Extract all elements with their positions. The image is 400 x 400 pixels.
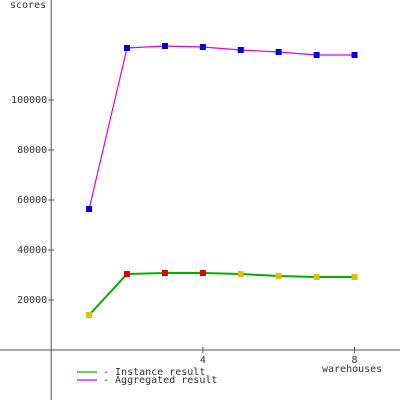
x-tick-label: 8 xyxy=(351,355,357,366)
y-tick-label: 100000 xyxy=(11,95,47,106)
point-marker xyxy=(351,52,358,58)
point-marker xyxy=(161,270,168,276)
point-marker xyxy=(86,312,93,318)
point-marker xyxy=(275,273,282,279)
legend-label: - Aggregated result xyxy=(103,375,217,386)
point-marker xyxy=(275,49,282,55)
point-marker xyxy=(124,45,131,51)
y-tick-label: 80000 xyxy=(17,145,47,156)
point-marker xyxy=(313,274,320,280)
y-tick-label: 60000 xyxy=(17,195,47,206)
point-marker xyxy=(199,270,206,276)
series-line xyxy=(88,45,355,210)
point-marker xyxy=(199,44,206,50)
point-marker xyxy=(237,47,244,53)
point-marker xyxy=(351,274,358,280)
y-tick-label: 20000 xyxy=(17,295,47,306)
legend-label: - Instance result xyxy=(103,367,205,378)
point-marker xyxy=(313,52,320,58)
x-tick-label: 4 xyxy=(200,355,206,366)
series-line xyxy=(88,272,355,316)
point-marker xyxy=(161,43,168,49)
point-marker xyxy=(237,271,244,277)
x-axis-label: warehouses xyxy=(322,364,382,375)
y-tick-label: 40000 xyxy=(17,245,47,256)
y-axis-label: scores xyxy=(10,0,46,11)
point-marker xyxy=(124,271,131,277)
point-marker xyxy=(86,206,93,212)
